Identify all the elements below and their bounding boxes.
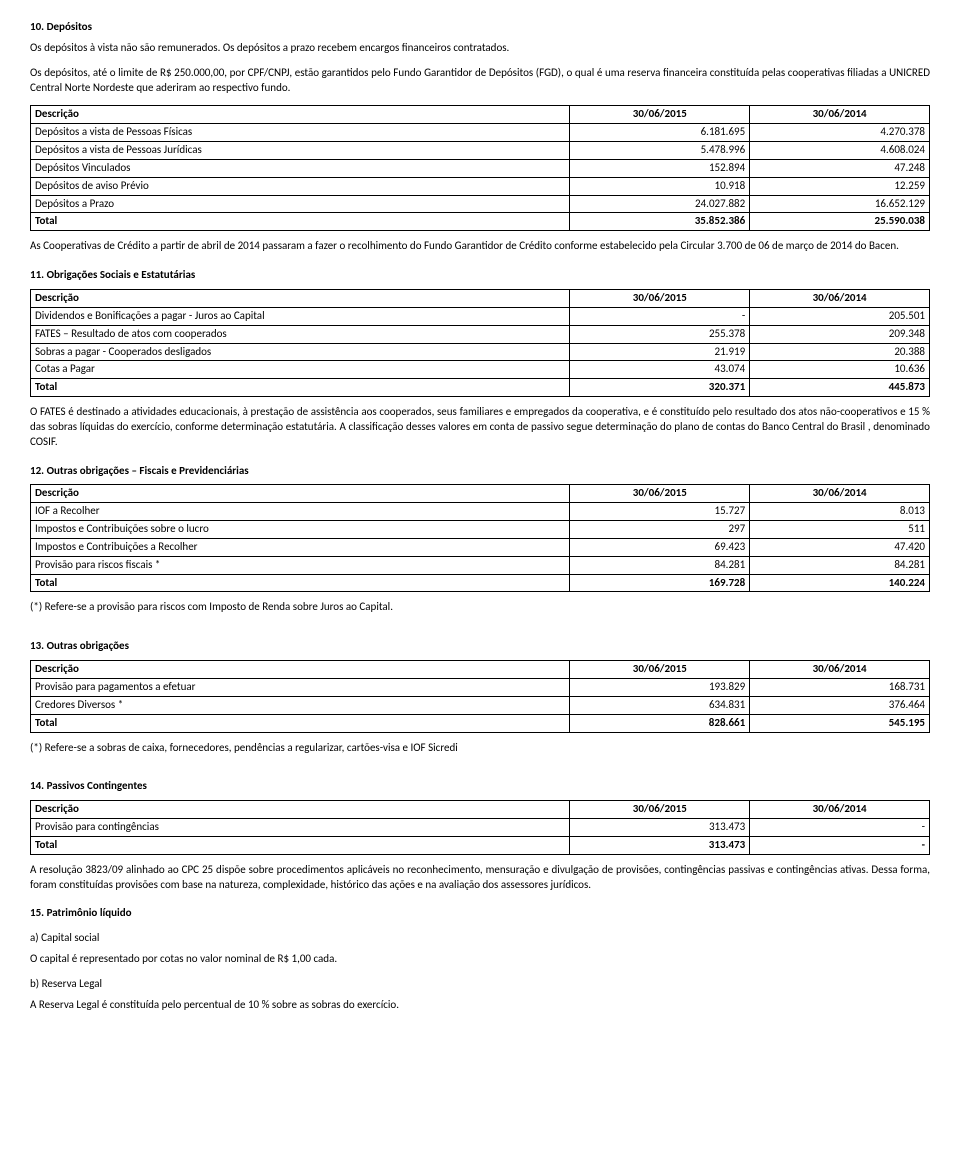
table-total-row: Total35.852.38625.590.038	[31, 213, 930, 231]
table-row: Depósitos de aviso Prévio10.91812.259	[31, 177, 930, 195]
table-row: Depósitos Vinculados152.89447.248	[31, 159, 930, 177]
section-11-p1: O FATES é destinado a atividades educaci…	[30, 405, 930, 450]
table-row: Provisão para contingências313.473-	[31, 819, 930, 837]
table-row: Credores Diversos *634.831376.464	[31, 696, 930, 714]
col-desc: Descrição	[31, 661, 570, 679]
col-2015: 30/06/2015	[570, 106, 750, 124]
section-14-title: 14. Passivos Contingentes	[30, 779, 930, 794]
section-10-p1: Os depósitos à vista não são remunerados…	[30, 41, 930, 56]
col-2015: 30/06/2015	[570, 485, 750, 503]
section-10-title: 10. Depósitos	[30, 20, 930, 35]
table-row: FATES – Resultado de atos com cooperados…	[31, 325, 930, 343]
section-10-p3: As Cooperativas de Crédito a partir de a…	[30, 239, 930, 254]
table-outras-obrigacoes: Descrição 30/06/2015 30/06/2014 Provisão…	[30, 660, 930, 732]
section-15-b-text: A Reserva Legal é constituída pelo perce…	[30, 998, 930, 1013]
section-12-title: 12. Outras obrigações – Fiscais e Previd…	[30, 464, 930, 479]
table-obrigacoes-sociais: Descrição 30/06/2015 30/06/2014 Dividend…	[30, 289, 930, 397]
section-10-p2: Os depósitos, até o limite de R$ 250.000…	[30, 66, 930, 96]
table-passivos-contingentes: Descrição 30/06/2015 30/06/2014 Provisão…	[30, 800, 930, 855]
table-total-row: Total169.728140.224	[31, 574, 930, 592]
table-row: Impostos e Contribuições sobre o lucro29…	[31, 521, 930, 539]
col-2015: 30/06/2015	[570, 289, 750, 307]
table-row: Dividendos e Bonificações a pagar - Juro…	[31, 307, 930, 325]
table-header: Descrição 30/06/2015 30/06/2014	[31, 289, 930, 307]
table-row: Impostos e Contribuições a Recolher69.42…	[31, 538, 930, 556]
table-row: Depósitos a Prazo24.027.88216.652.129	[31, 195, 930, 213]
col-desc: Descrição	[31, 485, 570, 503]
col-2014: 30/06/2014	[750, 106, 930, 124]
table-row: Depósitos a vista de Pessoas Jurídicas5.…	[31, 142, 930, 160]
table-depositos: Descrição 30/06/2015 30/06/2014 Depósito…	[30, 105, 930, 231]
section-13-title: 13. Outras obrigações	[30, 639, 930, 654]
table-row: Sobras a pagar - Cooperados desligados21…	[31, 343, 930, 361]
table-row: Provisão para pagamentos a efetuar193.82…	[31, 679, 930, 697]
col-2014: 30/06/2014	[750, 485, 930, 503]
section-12-p1: (*) Refere-se a provisão para riscos com…	[30, 600, 930, 615]
table-total-row: Total313.473-	[31, 836, 930, 854]
col-2015: 30/06/2015	[570, 801, 750, 819]
table-header: Descrição 30/06/2015 30/06/2014	[31, 801, 930, 819]
table-row: Cotas a Pagar43.07410.636	[31, 361, 930, 379]
table-row: Depósitos a vista de Pessoas Físicas6.18…	[31, 124, 930, 142]
table-fiscais: Descrição 30/06/2015 30/06/2014 IOF a Re…	[30, 484, 930, 592]
table-header: Descrição 30/06/2015 30/06/2014	[31, 661, 930, 679]
col-desc: Descrição	[31, 106, 570, 124]
section-11-title: 11. Obrigações Sociais e Estatutárias	[30, 268, 930, 283]
table-row: Provisão para riscos fiscais *84.28184.2…	[31, 556, 930, 574]
col-desc: Descrição	[31, 289, 570, 307]
table-total-row: Total320.371445.873	[31, 379, 930, 397]
section-15-b-label: b) Reserva Legal	[30, 977, 930, 992]
col-2014: 30/06/2014	[750, 289, 930, 307]
table-header: Descrição 30/06/2015 30/06/2014	[31, 106, 930, 124]
col-desc: Descrição	[31, 801, 570, 819]
section-15-a-text: O capital é representado por cotas no va…	[30, 952, 930, 967]
table-total-row: Total828.661545.195	[31, 714, 930, 732]
col-2014: 30/06/2014	[750, 661, 930, 679]
col-2014: 30/06/2014	[750, 801, 930, 819]
section-13-p1: (*) Refere-se a sobras de caixa, fornece…	[30, 741, 930, 756]
section-15-title: 15. Patrimônio líquido	[30, 906, 930, 921]
table-header: Descrição 30/06/2015 30/06/2014	[31, 485, 930, 503]
col-2015: 30/06/2015	[570, 661, 750, 679]
section-15-a-label: a) Capital social	[30, 931, 930, 946]
section-14-p1: A resolução 3823/09 alinhado ao CPC 25 d…	[30, 863, 930, 893]
table-row: IOF a Recolher15.7278.013	[31, 503, 930, 521]
